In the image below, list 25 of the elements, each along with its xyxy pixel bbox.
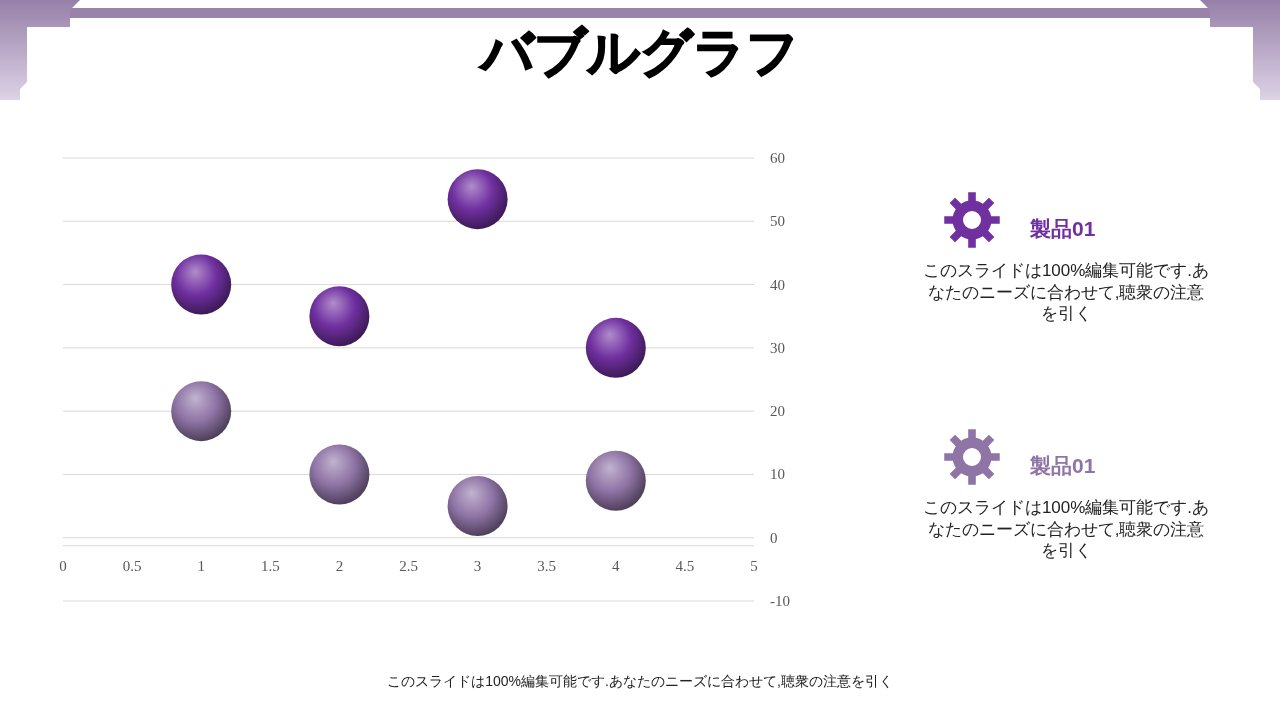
x-tick-label: 2.5 [399,557,418,574]
x-tick-label: 4 [612,557,621,574]
y-tick-label: -10 [770,593,790,609]
text: このスライドは100%編集可能です.あなたのニーズに合わせて,聴衆の注意を引く [921,497,1211,562]
x-tick-label: 0 [59,557,67,574]
y-tick-label: 30 [770,339,785,356]
x-tick-label: 1.5 [260,557,280,574]
x-tick-label: 3.5 [537,557,557,574]
x-tick-label: 0.5 [122,557,142,574]
text: 製品01 [1030,216,1096,242]
y-tick-label: 40 [770,276,785,293]
x-tick-label: 1 [197,557,205,574]
y-tick-label: 20 [770,403,785,420]
x-tick-label: 4.5 [675,557,695,574]
y-tick-label: 10 [770,466,785,483]
text: 製品01 [1030,453,1096,479]
text: このスライドは100%編集可能です.あなたのニーズに合わせて,聴衆の注意を引く [386,672,894,691]
chart-title: バブルグラフ [478,21,800,84]
y-tick-label: 0 [770,529,778,546]
x-tick-label: 2 [335,557,344,574]
x-tick-label: 3 [473,557,482,574]
y-tick-label: 50 [770,213,785,230]
text: このスライドは100%編集可能です.あなたのニーズに合わせて,聴衆の注意を引く [921,260,1211,325]
y-tick-label: 60 [770,150,785,166]
x-tick-label: 5 [750,557,758,574]
